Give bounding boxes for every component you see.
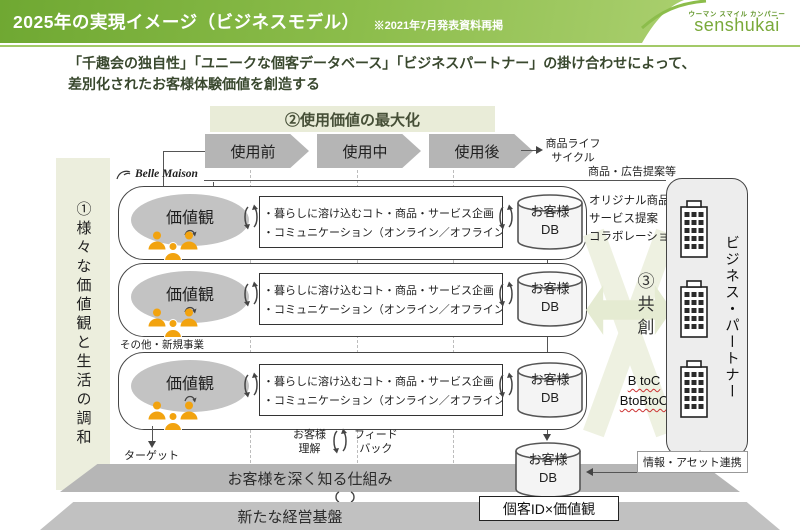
feedback-label: フィード バック xyxy=(354,429,398,456)
business-row-3: 価値観 ・暮らしに溶け込むコト・商品・サービス企画 ・コミュニケーション（オンラ… xyxy=(118,352,587,431)
business-partner-box: ビジネス・パートナー xyxy=(666,178,748,457)
belle-maison-swoosh-icon xyxy=(116,170,131,179)
stage-during-use: 使用中 xyxy=(317,134,421,168)
business-models: B toC BtoBtoC xyxy=(597,371,691,411)
activity-box: ・暮らしに溶け込むコト・商品・サービス企画 ・コミュニケーション（オンライン／オ… xyxy=(259,364,503,416)
target-arrow-line xyxy=(152,426,153,442)
info-asset-link-label: 情報・アセット連携 xyxy=(637,451,748,473)
cycle-arrows-icon xyxy=(499,281,513,307)
target-label: ターゲット xyxy=(124,450,179,462)
other-new-business-label: その他・新規事業 xyxy=(120,339,204,351)
activity-line: ・暮らしに溶け込むコト・商品・サービス企画 xyxy=(263,375,494,388)
db-connector-line xyxy=(547,252,548,434)
left-rail-values-harmony: ①様々な価値観と生活の調和 xyxy=(56,158,110,490)
customer-db-cylinder: お客様 DB xyxy=(515,193,585,251)
know-customers-band: お客様を深く知る仕組み xyxy=(60,464,740,492)
cocreation-label: ③共創 xyxy=(634,272,654,341)
swoosh-curve-icon xyxy=(641,0,707,30)
people-icon xyxy=(145,401,217,437)
activity-line: ・コミュニケーション（オンライン／オフライン） xyxy=(263,226,503,239)
business-row-2: 価値観 ・暮らしに溶け込むコト・商品・サービス企画 ・コミュニケーション（オンラ… xyxy=(118,263,587,338)
cycle-mini-icon xyxy=(184,306,197,313)
activity-line: ・暮らしに溶け込むコト・商品・サービス企画 xyxy=(263,284,494,297)
values-ellipse: 価値観 xyxy=(131,194,249,246)
header-rule xyxy=(0,45,800,47)
belle-maison-logo: Belle Maison xyxy=(116,168,198,180)
customer-db-label: お客様 DB xyxy=(530,281,570,314)
lead-copy: 「千趣会の独自性」「ユニークな個客データベース」「ビジネスパートナー」の掛け合わ… xyxy=(68,53,792,95)
arrow-down-icon xyxy=(148,441,156,448)
connector-line xyxy=(163,151,164,191)
cycle-arrows-icon xyxy=(499,204,513,230)
company-logo: senshukai xyxy=(694,15,780,35)
activity-box: ・暮らしに溶け込むコト・商品・サービス企画 ・コミュニケーション（オンライン／オ… xyxy=(259,273,503,325)
partner-label: ビジネス・パートナー xyxy=(723,235,739,400)
partner-link-line xyxy=(204,180,666,181)
header-note: ※2021年7月発表資料再掲 xyxy=(373,20,504,32)
cycle-arrows-icon xyxy=(244,204,258,230)
product-lifecycle-label: 商品ライフ サイクル xyxy=(545,138,601,165)
arrow-down-icon xyxy=(543,434,551,441)
customer-db-cylinder: お客様 DB xyxy=(515,270,585,328)
values-label: 価値観 xyxy=(165,209,214,227)
cycle-mini-icon xyxy=(184,229,197,236)
customer-id-values-box: 個客ID×価値観 xyxy=(479,496,619,521)
customer-db-label: お客様 DB xyxy=(530,372,570,405)
page-title: 2025年の実現イメージ（ビジネスモデル） xyxy=(13,12,360,32)
product-ad-proposal-label: 商品・広告提案等 xyxy=(588,166,676,178)
btoc-label: B toC xyxy=(627,373,661,388)
activity-line: ・暮らしに溶け込むコト・商品・サービス企画 xyxy=(263,207,494,220)
cycle-arrows-icon xyxy=(333,428,347,454)
stage-after-use: 使用後 xyxy=(429,134,533,168)
customer-db-label: お客様 DB xyxy=(528,452,568,485)
left-rail-label: ①様々な価値観と生活の調和 xyxy=(74,200,92,448)
values-label: 価値観 xyxy=(165,286,214,304)
connector-line xyxy=(163,151,205,152)
activity-line: ・コミュニケーション（オンライン／オフライン） xyxy=(263,394,503,407)
buildings-icon xyxy=(680,200,708,418)
lead-line: 「千趣会の独自性」「ユニークな個客データベース」「ビジネスパートナー」の掛け合わ… xyxy=(68,55,696,71)
header-row: 2025年の実現イメージ（ビジネスモデル） ※2021年7月発表資料再掲 xyxy=(13,0,503,43)
customer-understanding-label: お客様 理解 xyxy=(293,429,326,456)
usage-value-title: ②使用価値の最大化 xyxy=(210,106,495,132)
logo-tagline: ウーマン スマイル カンパニー xyxy=(688,11,786,18)
people-icon xyxy=(145,231,217,267)
stage-before-use: 使用前 xyxy=(205,134,309,168)
business-row-1: 価値観 ・暮らしに溶け込むコト・商品・サービス企画 ・コミュニケーション（オンラ… xyxy=(118,186,587,261)
customer-db-cylinder: お客様 DB xyxy=(515,361,585,419)
arrow-left-icon xyxy=(586,468,593,476)
flow-arrow-line xyxy=(521,150,536,151)
cycle-arrows-icon xyxy=(244,372,258,398)
customer-db-cylinder-main: お客様 DB xyxy=(513,441,583,499)
lead-line: 差別化されたお客様体験価値を創造する xyxy=(68,76,320,92)
management-base-band: 新たな経営基盤 xyxy=(40,502,780,530)
cycle-arrows-icon xyxy=(499,372,513,398)
btobtoc-label: BtoBtoC xyxy=(619,393,669,409)
activity-line: ・コミュニケーション（オンライン／オフライン） xyxy=(263,303,503,316)
values-label: 価値観 xyxy=(165,375,214,393)
cycle-mini-icon xyxy=(184,395,197,402)
customer-db-label: お客様 DB xyxy=(530,204,570,237)
people-icon xyxy=(145,308,217,344)
cycle-arrows-icon xyxy=(335,491,355,503)
cycle-arrows-icon xyxy=(244,281,258,307)
arrow-right-icon xyxy=(536,146,543,154)
understanding-feedback: お客様 理解 フィード バック xyxy=(293,428,398,457)
activity-box: ・暮らしに溶け込むコト・商品・サービス企画 ・コミュニケーション（オンライン／オ… xyxy=(259,196,503,248)
offer-text: オリジナル商品 サービス提案 コラボレーション xyxy=(589,195,681,243)
